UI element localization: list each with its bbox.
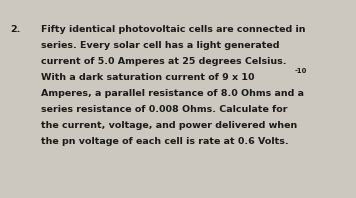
Text: Amperes, a parallel resistance of 8.0 Ohms and a: Amperes, a parallel resistance of 8.0 Oh… bbox=[41, 89, 304, 98]
Text: series. Every solar cell has a light generated: series. Every solar cell has a light gen… bbox=[41, 41, 279, 50]
Text: -10: -10 bbox=[294, 68, 307, 74]
Text: the current, voltage, and power delivered when: the current, voltage, and power delivere… bbox=[41, 121, 297, 130]
Text: series resistance of 0.008 Ohms. Calculate for: series resistance of 0.008 Ohms. Calcula… bbox=[41, 105, 287, 114]
Text: the pn voltage of each cell is rate at 0.6 Volts.: the pn voltage of each cell is rate at 0… bbox=[41, 137, 289, 146]
Text: 2.: 2. bbox=[10, 25, 20, 34]
Text: With a dark saturation current of 9 x 10: With a dark saturation current of 9 x 10 bbox=[41, 73, 255, 82]
Text: Fifty identical photovoltaic cells are connected in: Fifty identical photovoltaic cells are c… bbox=[41, 25, 305, 34]
Text: current of 5.0 Amperes at 25 degrees Celsius.: current of 5.0 Amperes at 25 degrees Cel… bbox=[41, 57, 287, 66]
